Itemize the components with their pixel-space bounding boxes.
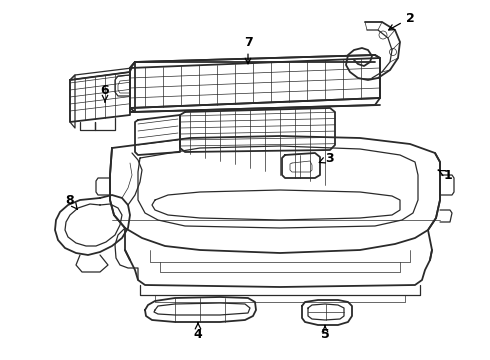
Text: 3: 3 <box>319 152 334 165</box>
Text: 5: 5 <box>320 326 329 342</box>
Text: 7: 7 <box>244 36 252 64</box>
Text: 6: 6 <box>100 84 109 102</box>
Text: 4: 4 <box>194 323 202 342</box>
Text: 8: 8 <box>66 194 77 209</box>
Text: 2: 2 <box>389 12 415 30</box>
Text: 1: 1 <box>439 168 452 181</box>
